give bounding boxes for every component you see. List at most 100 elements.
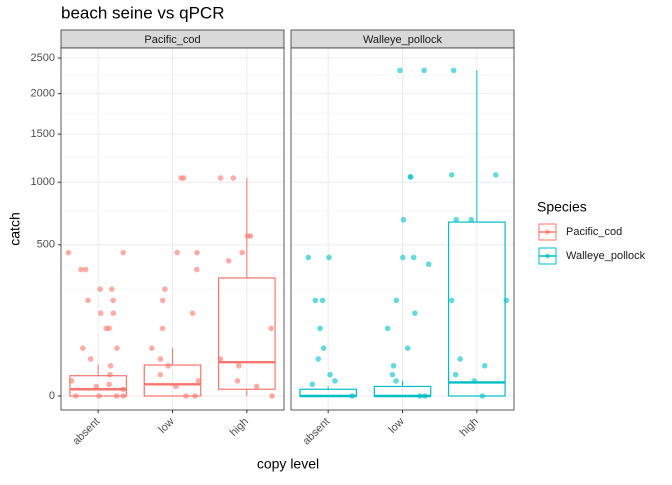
point xyxy=(195,378,202,384)
point xyxy=(96,393,102,399)
legend-title: Species xyxy=(537,199,587,215)
point xyxy=(468,216,475,223)
point xyxy=(120,249,126,256)
point xyxy=(393,378,399,384)
point xyxy=(317,325,323,332)
strip-label: Pacific_cod xyxy=(144,34,200,46)
point xyxy=(120,386,127,393)
point xyxy=(471,378,478,384)
point xyxy=(481,362,488,369)
y-tick-label: 500 xyxy=(37,239,55,251)
point xyxy=(157,356,164,362)
point xyxy=(173,383,179,390)
point xyxy=(417,393,423,399)
point xyxy=(236,362,242,369)
point xyxy=(332,378,338,384)
x-axis-label: copy level xyxy=(257,456,319,472)
point xyxy=(192,393,198,399)
panel-border xyxy=(290,47,515,411)
y-axis-label: catch xyxy=(7,212,23,245)
point xyxy=(234,378,241,384)
point xyxy=(78,266,84,273)
point xyxy=(479,393,486,399)
point xyxy=(407,174,414,180)
y-tick-label: 2000 xyxy=(31,88,55,100)
x-tick-label: absent xyxy=(71,416,103,448)
x-tick-label: low xyxy=(157,416,177,436)
box xyxy=(447,221,506,397)
point xyxy=(159,297,166,304)
legend-label: Pacific_cod xyxy=(566,226,622,238)
strip-label: Walleye_pollock xyxy=(363,34,443,46)
point xyxy=(110,310,117,317)
point xyxy=(174,249,180,256)
point xyxy=(120,393,127,399)
point xyxy=(65,249,72,256)
point xyxy=(106,381,112,388)
point xyxy=(269,393,275,399)
point xyxy=(107,371,113,378)
point xyxy=(217,356,224,362)
point xyxy=(493,172,499,178)
x-tick-label: absent xyxy=(301,416,333,448)
point xyxy=(107,362,114,369)
point xyxy=(410,254,417,261)
point xyxy=(157,371,164,378)
point xyxy=(326,254,332,261)
legend-label: Walleye_pollock xyxy=(566,250,646,262)
point xyxy=(230,175,237,181)
point xyxy=(217,175,224,181)
point xyxy=(305,254,312,261)
point xyxy=(399,254,406,261)
point xyxy=(400,216,407,223)
point xyxy=(453,216,460,223)
point xyxy=(349,393,356,399)
box xyxy=(217,277,276,390)
point xyxy=(97,286,103,292)
point xyxy=(225,257,232,264)
point xyxy=(194,249,200,256)
legend-key-point xyxy=(545,253,550,259)
point xyxy=(109,286,115,292)
point xyxy=(253,383,260,390)
x-tick-label: high xyxy=(228,416,251,439)
point xyxy=(183,393,189,399)
point xyxy=(412,310,418,317)
point xyxy=(268,325,274,332)
point xyxy=(384,325,391,332)
point xyxy=(503,297,510,304)
point xyxy=(315,356,322,362)
point xyxy=(159,325,166,332)
point xyxy=(448,172,455,178)
point xyxy=(189,310,196,317)
point xyxy=(68,378,75,384)
point xyxy=(397,67,403,74)
point xyxy=(327,371,333,378)
point xyxy=(319,297,326,304)
y-tick-label: 1500 xyxy=(31,128,55,140)
y-tick-label: 1000 xyxy=(31,176,55,188)
point xyxy=(87,356,94,362)
point xyxy=(244,233,251,239)
point xyxy=(165,362,172,369)
point xyxy=(193,266,200,273)
point xyxy=(149,345,155,351)
point xyxy=(82,266,89,273)
point xyxy=(389,371,396,378)
point xyxy=(162,286,168,292)
point xyxy=(178,175,184,181)
point xyxy=(72,393,79,399)
y-tick-label: 0 xyxy=(49,390,55,402)
point xyxy=(457,356,463,362)
point xyxy=(309,381,316,388)
point xyxy=(452,371,459,378)
panel-border xyxy=(60,47,285,411)
legend-key-point xyxy=(545,229,550,235)
point xyxy=(390,362,397,369)
x-tick-label: high xyxy=(458,416,481,439)
point xyxy=(85,297,91,304)
point xyxy=(114,345,120,351)
point xyxy=(393,297,400,304)
